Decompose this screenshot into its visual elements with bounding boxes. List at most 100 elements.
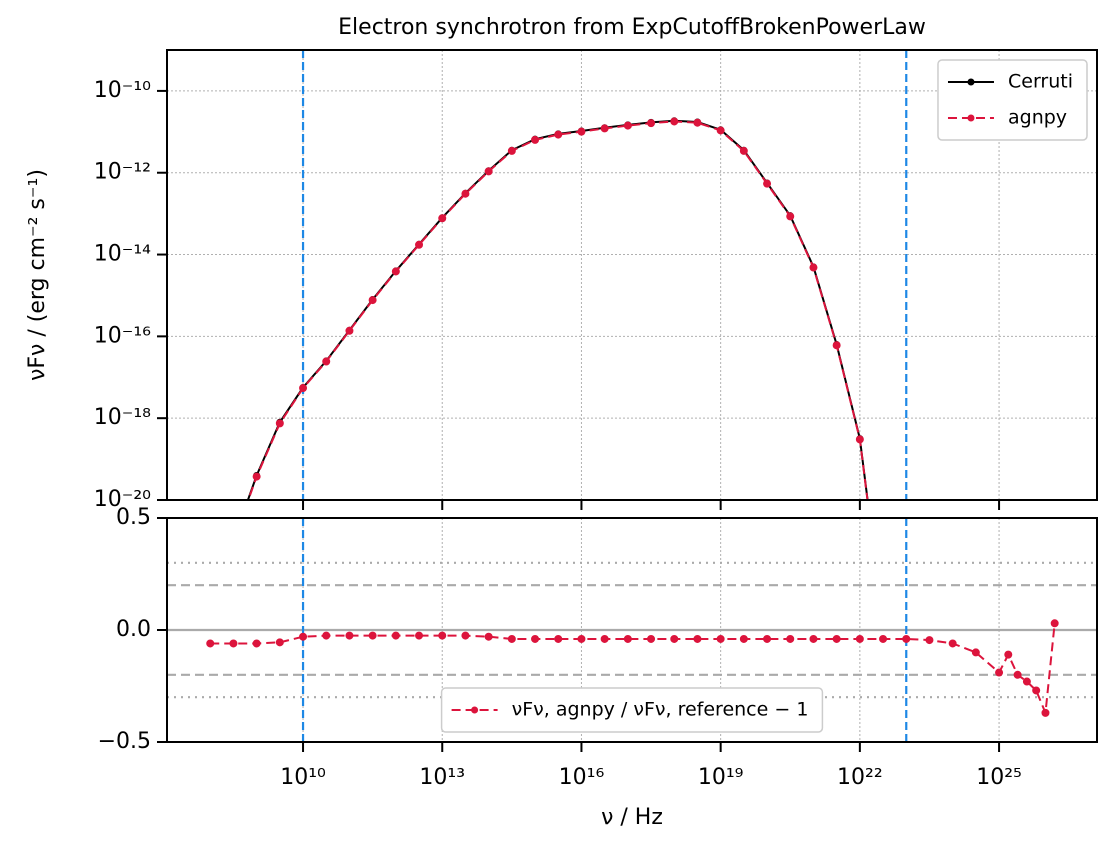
data-point: [415, 631, 424, 640]
x-tick-label: 10¹⁹: [698, 765, 744, 790]
x-tick-label: 10¹⁰: [280, 765, 326, 790]
legend-label: Cerruti: [1008, 71, 1073, 93]
y-tick-label: 10⁻¹⁶: [94, 323, 151, 348]
data-point: [832, 634, 841, 643]
data-point: [484, 632, 493, 641]
data-point: [763, 179, 772, 188]
x-tick-label: 10²⁵: [976, 765, 1022, 790]
data-point: [670, 117, 679, 126]
data-point: [1022, 677, 1031, 686]
data-point: [206, 639, 215, 648]
data-point: [600, 124, 609, 133]
x-tick-label: 10¹⁶: [559, 765, 605, 790]
data-point: [531, 135, 540, 144]
data-point: [832, 341, 841, 350]
data-point: [554, 130, 563, 139]
y-axis-label: νFν / (erg cm⁻² s⁻¹): [25, 169, 50, 381]
plot-area: [167, 50, 1097, 627]
legend: νFν, agnpy / νFν, reference − 1: [440, 687, 824, 733]
data-point: [902, 634, 911, 643]
data-point: [971, 648, 980, 657]
data-point: [623, 634, 632, 643]
data-point: [577, 634, 586, 643]
data-point: [252, 472, 261, 481]
data-point: [716, 634, 725, 643]
data-point: [322, 631, 331, 640]
data-point: [1013, 670, 1022, 679]
data-point: [438, 631, 447, 640]
legend-label: νFν, agnpy / νFν, reference − 1: [512, 699, 809, 721]
data-point: [484, 167, 493, 176]
data-point: [716, 126, 725, 135]
series-line: [247, 120, 869, 500]
legend-marker: [967, 114, 975, 122]
legend-label: agnpy: [1008, 107, 1067, 129]
data-point: [693, 118, 702, 127]
data-point: [229, 639, 238, 648]
y-tick-label: 0.5: [116, 505, 151, 530]
data-point: [322, 357, 331, 366]
data-point: [995, 668, 1004, 677]
data-point: [531, 634, 540, 643]
data-point: [230, 538, 236, 544]
axes-frame: [166, 49, 1098, 501]
legend-box: [440, 687, 824, 733]
data-point: [1041, 708, 1050, 717]
data-point: [647, 119, 656, 128]
data-point: [299, 632, 308, 641]
y-tick-label: −0.5: [98, 729, 151, 754]
data-point: [368, 296, 377, 305]
data-point: [809, 634, 818, 643]
data-point: [1050, 619, 1059, 628]
data-point: [1004, 650, 1013, 659]
legend-box: [937, 59, 1088, 141]
data-point: [855, 435, 864, 444]
data-point: [925, 636, 934, 645]
y-tick-label: 10⁻¹²: [94, 160, 151, 185]
data-point: [739, 146, 748, 155]
legend: Cerruti agnpy: [937, 59, 1088, 141]
data-point: [507, 146, 516, 155]
data-point: [880, 620, 887, 627]
x-tick-label: 10¹³: [419, 765, 465, 790]
data-point: [763, 634, 772, 643]
data-point: [391, 267, 400, 276]
data-point: [1032, 686, 1041, 695]
data-point: [739, 634, 748, 643]
y-tick-label: 10⁻¹⁰: [94, 78, 151, 103]
data-point: [438, 214, 447, 223]
data-point: [345, 631, 354, 640]
data-point: [391, 631, 400, 640]
data-point: [252, 639, 261, 648]
data-point: [786, 212, 795, 221]
x-tick-label: 10²²: [837, 765, 883, 790]
data-point: [275, 638, 284, 647]
data-point: [507, 634, 516, 643]
y-tick-label: 10⁻²⁰: [94, 487, 151, 512]
data-point: [647, 634, 656, 643]
data-point: [461, 189, 470, 198]
data-point: [786, 634, 795, 643]
data-point: [345, 326, 354, 335]
plot-area: [167, 518, 1097, 742]
data-point: [461, 631, 470, 640]
data-point: [880, 620, 886, 626]
y-tick-label: 10⁻¹⁸: [94, 405, 151, 430]
legend-marker: [967, 78, 975, 86]
legend-marker: [471, 706, 479, 714]
y-tick-label: 0.0: [116, 617, 151, 642]
data-point: [855, 634, 864, 643]
data-point: [879, 634, 888, 643]
data-point: [670, 634, 679, 643]
data-point: [948, 639, 957, 648]
data-point: [623, 121, 632, 130]
data-point: [299, 384, 308, 393]
data-point: [230, 539, 237, 546]
data-point: [368, 631, 377, 640]
chart-title: Electron synchrotron from ExpCutoffBroke…: [338, 15, 926, 40]
data-point: [275, 419, 284, 428]
data-point: [600, 634, 609, 643]
y-tick-label: 10⁻¹⁴: [94, 242, 151, 267]
